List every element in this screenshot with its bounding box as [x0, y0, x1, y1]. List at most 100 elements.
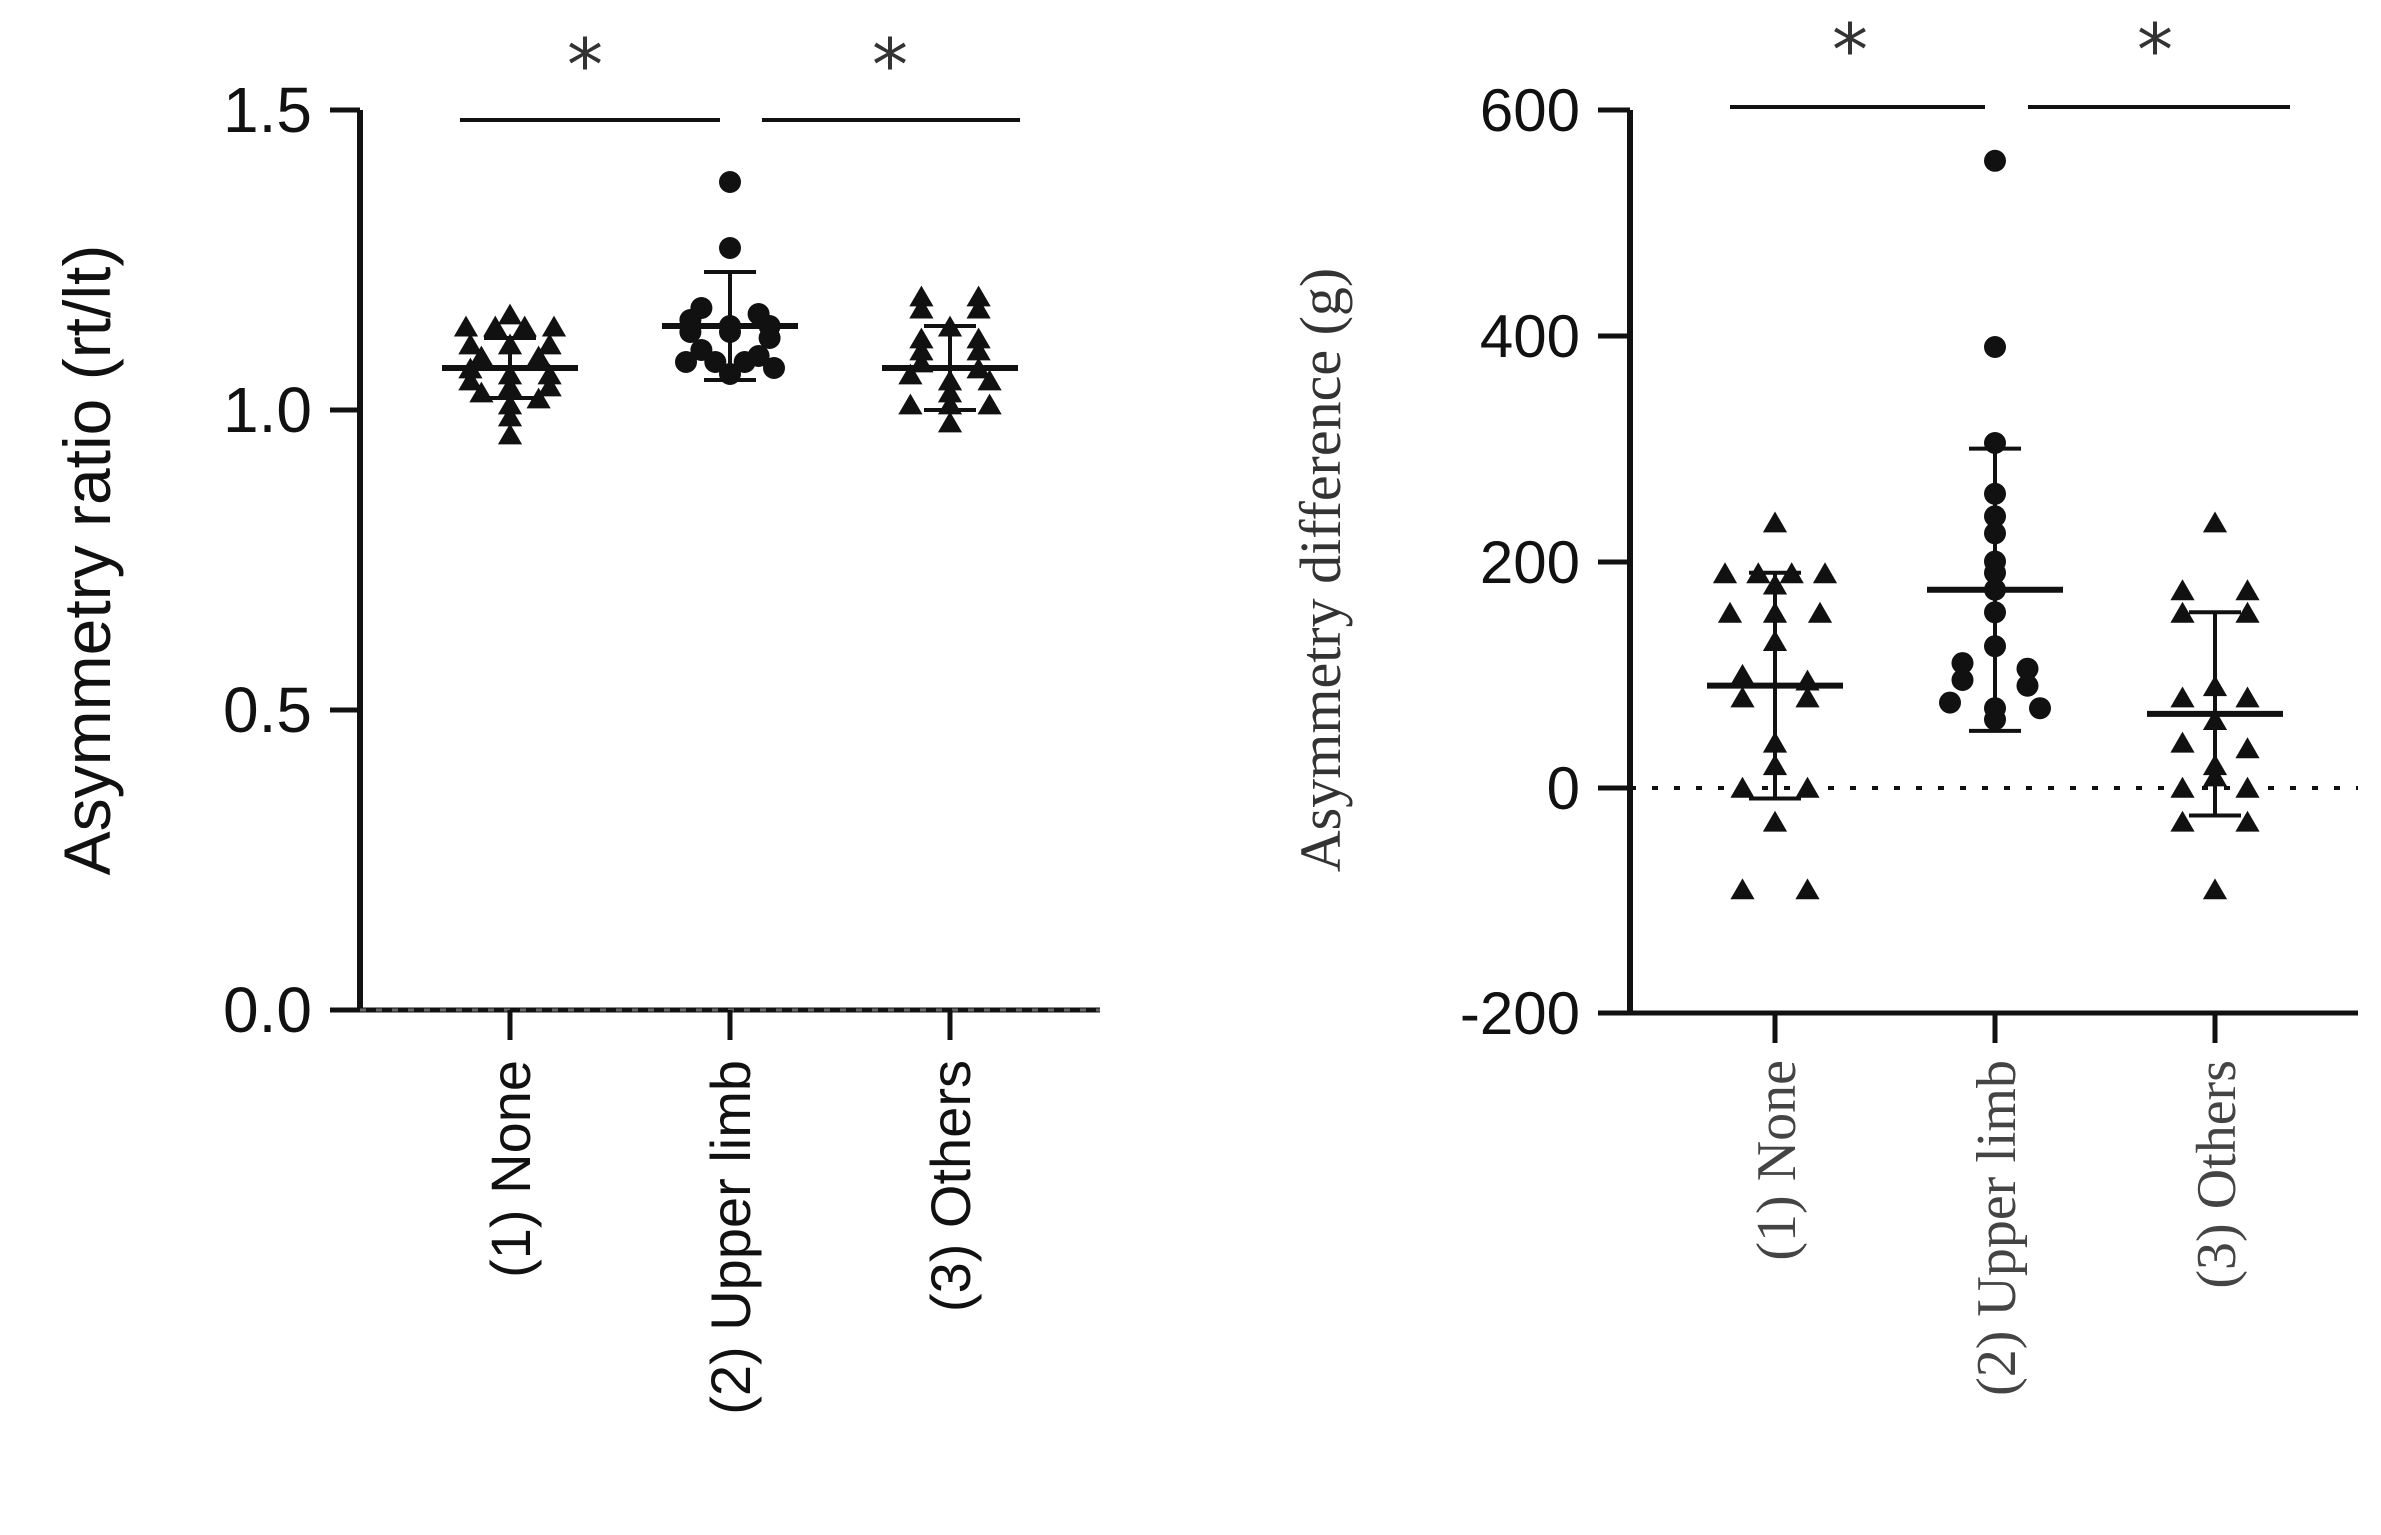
data-point-triangle	[1807, 601, 1833, 623]
significance-star: *	[2137, 8, 2173, 92]
data-point-triangle	[909, 297, 934, 319]
data-point-circle	[2016, 674, 2039, 697]
data-point-triangle	[1762, 810, 1788, 832]
data-point-triangle	[541, 315, 567, 337]
data-point-triangle	[1812, 562, 1838, 584]
data-point-triangle	[537, 333, 562, 355]
data-point-triangle	[1730, 776, 1755, 798]
data-point-triangle	[512, 315, 537, 337]
data-point-triangle	[2235, 686, 2260, 708]
data-point-triangle	[1762, 511, 1788, 533]
data-point-triangle	[453, 315, 479, 337]
category-label-none: (1) None	[479, 1060, 542, 1278]
y-tick-label: 0.0	[223, 974, 312, 1046]
data-point-circle	[2029, 697, 2051, 720]
data-point-circle	[1951, 652, 1974, 675]
data-point-circle	[675, 351, 697, 373]
y-tick-label: 400	[1480, 303, 1580, 370]
data-point-circle	[1939, 691, 1961, 714]
x-ticks-a: (1) None (2) Upper limb (3) Others	[479, 1010, 982, 1415]
y-tick-label: 1.0	[223, 374, 312, 446]
data-point-triangle	[497, 393, 523, 415]
data-point-triangle	[526, 387, 551, 409]
data-point-triangle	[526, 345, 551, 367]
data-point-triangle	[937, 411, 963, 433]
data-point-triangle	[1712, 562, 1738, 584]
data-point-triangle	[909, 339, 934, 361]
data-point-triangle	[966, 339, 991, 361]
data-point-triangle	[537, 363, 562, 385]
y-ticks-a: 0.0 0.5 1.0 1.5	[223, 74, 360, 1046]
panel-difference: -200 0 200 400 600 Asymmetry difference …	[1288, 8, 2358, 1396]
category-label-none: (1) None	[1746, 1060, 1808, 1261]
data-point-triangle	[1730, 878, 1755, 900]
data-point-triangle	[966, 285, 991, 307]
data-point-triangle	[483, 315, 508, 337]
significance-star: *	[1832, 8, 1868, 92]
data-point-triangle	[966, 297, 991, 319]
data-point-triangle	[2170, 810, 2195, 832]
category-label-others: (3) Others	[919, 1060, 982, 1312]
data-point-circle	[719, 237, 741, 259]
data-point-triangle	[2235, 579, 2260, 601]
significance-star: *	[872, 23, 908, 107]
data-point-triangle	[977, 369, 1002, 391]
data-point-triangle	[2202, 878, 2228, 900]
data-point-triangle	[1795, 776, 1820, 798]
data-point-triangle	[898, 363, 923, 385]
data-point-triangle	[2235, 810, 2260, 832]
data-point-triangle	[909, 285, 934, 307]
category-label-upper-limb: (2) Upper limb	[699, 1060, 762, 1415]
data-point-circle	[719, 171, 741, 193]
y-tick-label: 600	[1480, 77, 1580, 144]
data-point-triangle	[497, 303, 523, 325]
data-point-triangle	[2170, 601, 2195, 623]
data-point-circle	[763, 357, 785, 379]
data-point-triangle	[497, 405, 523, 427]
y-tick-label: 200	[1480, 529, 1580, 596]
data-point-triangle	[1795, 878, 1820, 900]
data-point-triangle	[497, 423, 523, 445]
y-tick-label: 1.5	[223, 74, 312, 146]
data-point-triangle	[2170, 731, 2195, 753]
data-point-circle	[1984, 149, 2006, 172]
data-point-triangle	[2170, 579, 2195, 601]
data-point-circle	[1984, 336, 2006, 358]
significance-star: *	[567, 23, 603, 107]
data-point-triangle	[2170, 776, 2195, 798]
data-point-triangle	[977, 393, 1002, 415]
data-point-triangle	[1795, 686, 1820, 708]
y-tick-label: 0.5	[223, 674, 312, 746]
data-point-circle	[733, 351, 756, 373]
data-point-triangle	[1717, 601, 1743, 623]
data-point-circle	[758, 327, 781, 349]
data-point-circle	[704, 351, 727, 373]
category-label-upper-limb: (2) Upper limb	[1966, 1060, 2028, 1396]
data-point-triangle	[1730, 663, 1755, 685]
y-tick-label: 0	[1547, 755, 1580, 822]
data-point-triangle	[909, 327, 934, 349]
data-point-triangle	[966, 327, 991, 349]
data-point-triangle	[458, 333, 483, 355]
data-point-triangle	[2235, 601, 2260, 623]
y-ticks-b: -200 0 200 400 600	[1460, 77, 1630, 1047]
significance-b: * *	[1730, 8, 2290, 109]
data-point-triangle	[2235, 776, 2260, 798]
data-points-b	[1707, 149, 2283, 900]
y-tick-label: -200	[1460, 980, 1580, 1047]
data-point-triangle	[537, 375, 562, 397]
data-point-triangle	[2170, 686, 2195, 708]
data-point-circle	[1951, 669, 1974, 691]
data-points-a	[442, 171, 1018, 445]
x-ticks-b: (1) None (2) Upper limb (3) Others	[1746, 1013, 2248, 1396]
category-label-others: (3) Others	[2186, 1060, 2248, 1289]
y-axis-label-b: Asymmetry difference (g)	[1288, 268, 1353, 872]
data-point-triangle	[898, 393, 923, 415]
y-axis-label-a: Asymmetry ratio (rt/lt)	[50, 245, 124, 876]
data-point-circle	[2016, 657, 2039, 680]
data-point-triangle	[458, 369, 483, 391]
data-point-triangle	[2235, 737, 2260, 759]
panel-ratio: 0.0 0.5 1.0 1.5 Asymmetry ratio (rt/lt) …	[50, 23, 1100, 1415]
significance-a: * *	[460, 23, 1020, 122]
